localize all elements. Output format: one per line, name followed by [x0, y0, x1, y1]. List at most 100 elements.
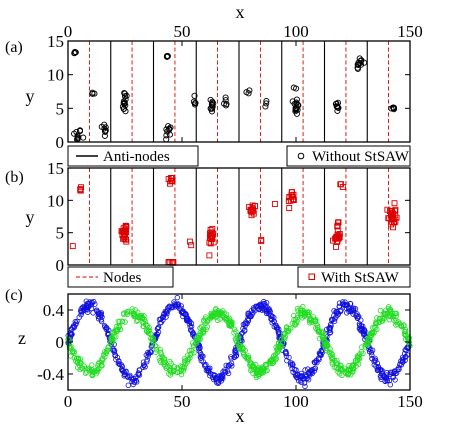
- legend-without-stsaw-label: Without StSAW: [312, 149, 410, 165]
- panel-c-series-0-point: [221, 367, 228, 373]
- panel-c-series-1-point: [341, 365, 347, 371]
- panel-c-series-1-point: [219, 313, 225, 319]
- panel-a-without-stsaw-point: [221, 100, 228, 107]
- panel-c-series-0-point: [264, 307, 270, 313]
- panel-a-without-stsaw-point: [334, 107, 341, 114]
- panel-a-without-stsaw-point: [163, 132, 170, 139]
- panel-c-series-1-point: [200, 326, 206, 332]
- panel-c-series-1-point: [328, 353, 334, 359]
- panel-c-ytick-label-0: -0.4: [37, 365, 64, 384]
- panel-b-with-stsaw-point: [209, 232, 216, 239]
- panel-c-series-0-point: [175, 302, 181, 308]
- panel-c-series-0-point: [129, 378, 135, 385]
- panel-c-series-1-point: [250, 370, 256, 377]
- panel-b-with-stsaw-point: [123, 236, 129, 243]
- panel-c-series-1-point: [137, 313, 144, 319]
- panel-c-series-0-point: [374, 360, 381, 366]
- panel-c-series-1-point: [350, 363, 356, 369]
- panel-c-series-1-point: [369, 329, 376, 336]
- panel-c-series-1-point: [350, 368, 356, 374]
- panel-c-series-1-point: [372, 324, 378, 331]
- panel-c-series-0-point: [344, 310, 350, 316]
- panel-c-series-1-point: [356, 353, 362, 359]
- panel-b-with-stsaw-point: [206, 252, 213, 259]
- panel-c-series-1-point: [133, 318, 140, 324]
- panel-c-series-1-point: [393, 319, 399, 325]
- panel-c-series-1-point: [344, 369, 350, 375]
- panel-a-without-stsaw-point: [89, 90, 96, 97]
- panel-b-label: (b): [5, 169, 24, 186]
- legend-circle-marker: [297, 152, 305, 160]
- panel-c-series-0-point: [312, 365, 318, 371]
- panel-c-series-1-point: [324, 348, 330, 354]
- panel-c-series-1-point: [313, 321, 319, 327]
- panel-a-without-stsaw-point: [246, 87, 253, 94]
- panel-c-series-1-point: [305, 312, 311, 318]
- panel-c-series-0-point: [358, 323, 364, 329]
- panel-a-without-stsaw-point: [292, 104, 299, 112]
- panel-b-with-stsaw-point: [69, 243, 76, 250]
- panel-c-series-0-point: [145, 353, 151, 360]
- panel-c-series-1-point: [256, 371, 263, 378]
- panel-c-series-1-point: [148, 335, 154, 341]
- panel-a-ytick-label-2: 10: [47, 66, 64, 85]
- panel-c-series-0-point: [373, 363, 379, 369]
- panel-c-series-1-point: [194, 335, 201, 341]
- panel-c-series-1-point: [337, 365, 343, 371]
- panel-c-series-1-point: [273, 344, 279, 350]
- panel-c-series-0-point: [301, 380, 308, 386]
- panel-c-series-0-point: [98, 318, 105, 325]
- panel-a-ytick-label-3: 15: [47, 32, 64, 51]
- panel-c-series-0-point: [229, 363, 235, 369]
- panel-c-series-0-point: [401, 351, 408, 357]
- panel-b-with-stsaw-point: [336, 234, 343, 241]
- panel-b-with-stsaw-point: [335, 219, 341, 226]
- panel-c-series-1-point: [214, 317, 221, 324]
- panel-c-xtick-label-1: 50: [174, 392, 191, 411]
- panel-c-series-1-point: [210, 313, 216, 319]
- panel-c-series-0-point: [302, 383, 308, 390]
- panel-c-series-1-point: [114, 328, 120, 334]
- panel-c-series-0-point: [340, 301, 346, 307]
- panel-c-series-0-point: [155, 325, 161, 331]
- panel-c-series-0-point: [182, 311, 189, 317]
- panel-c-series-0-point: [304, 375, 310, 381]
- panel-a-without-stsaw-point: [335, 104, 342, 111]
- panel-c-series-1-point: [390, 313, 396, 319]
- panel-c-series-0-point: [334, 308, 340, 315]
- panel-a-without-stsaw-point: [120, 105, 128, 112]
- panel-c-series-1-point: [81, 363, 87, 369]
- panel-c-series-1-point: [161, 359, 167, 365]
- panel-c-series-1-point: [371, 329, 377, 336]
- panel-a-without-stsaw-point: [102, 124, 109, 131]
- panel-c-series-1-point: [224, 316, 230, 322]
- panel-c-series-1-point: [359, 344, 365, 350]
- panel-a-without-stsaw-point: [164, 53, 171, 60]
- panel-c-series-1-point: [109, 335, 116, 342]
- legend-with-stsaw: With StSAW: [297, 266, 411, 288]
- panel-c-series-1-point: [184, 356, 191, 362]
- panel-a-without-stsaw-point: [122, 96, 129, 103]
- panel-c-series-1-point: [360, 350, 366, 357]
- panel-c-series-1-point: [381, 311, 388, 317]
- panel-c-series-0-point: [336, 300, 343, 306]
- panel-c-series-1-point: [200, 330, 207, 336]
- panel-c-series-1-point: [229, 321, 235, 328]
- panel-c-series-1-point: [163, 365, 170, 371]
- panel-a-without-stsaw-point: [209, 103, 216, 110]
- panel-c-series-0-point: [200, 353, 206, 359]
- panel-c-series-0-point: [162, 308, 168, 314]
- panel-b-ytick-label-0: 0: [56, 256, 65, 275]
- panel-c-series-1-point: [157, 349, 164, 356]
- panel-a-without-stsaw-point: [76, 127, 84, 134]
- panel-b-with-stsaw-point: [290, 197, 297, 204]
- panel-c-series-0-point: [273, 322, 279, 328]
- panel-c-series-0-point: [303, 373, 309, 380]
- panel-c-series-0-point: [207, 370, 214, 377]
- panel-c-series-1-point: [90, 369, 96, 375]
- panel-c-series-1-point: [137, 314, 143, 320]
- panel-b-with-stsaw-point: [388, 212, 395, 219]
- panel-c-series-0-point: [331, 318, 338, 324]
- panel-b-with-stsaw-point: [287, 197, 294, 204]
- panel-c-series-1-point: [281, 332, 287, 338]
